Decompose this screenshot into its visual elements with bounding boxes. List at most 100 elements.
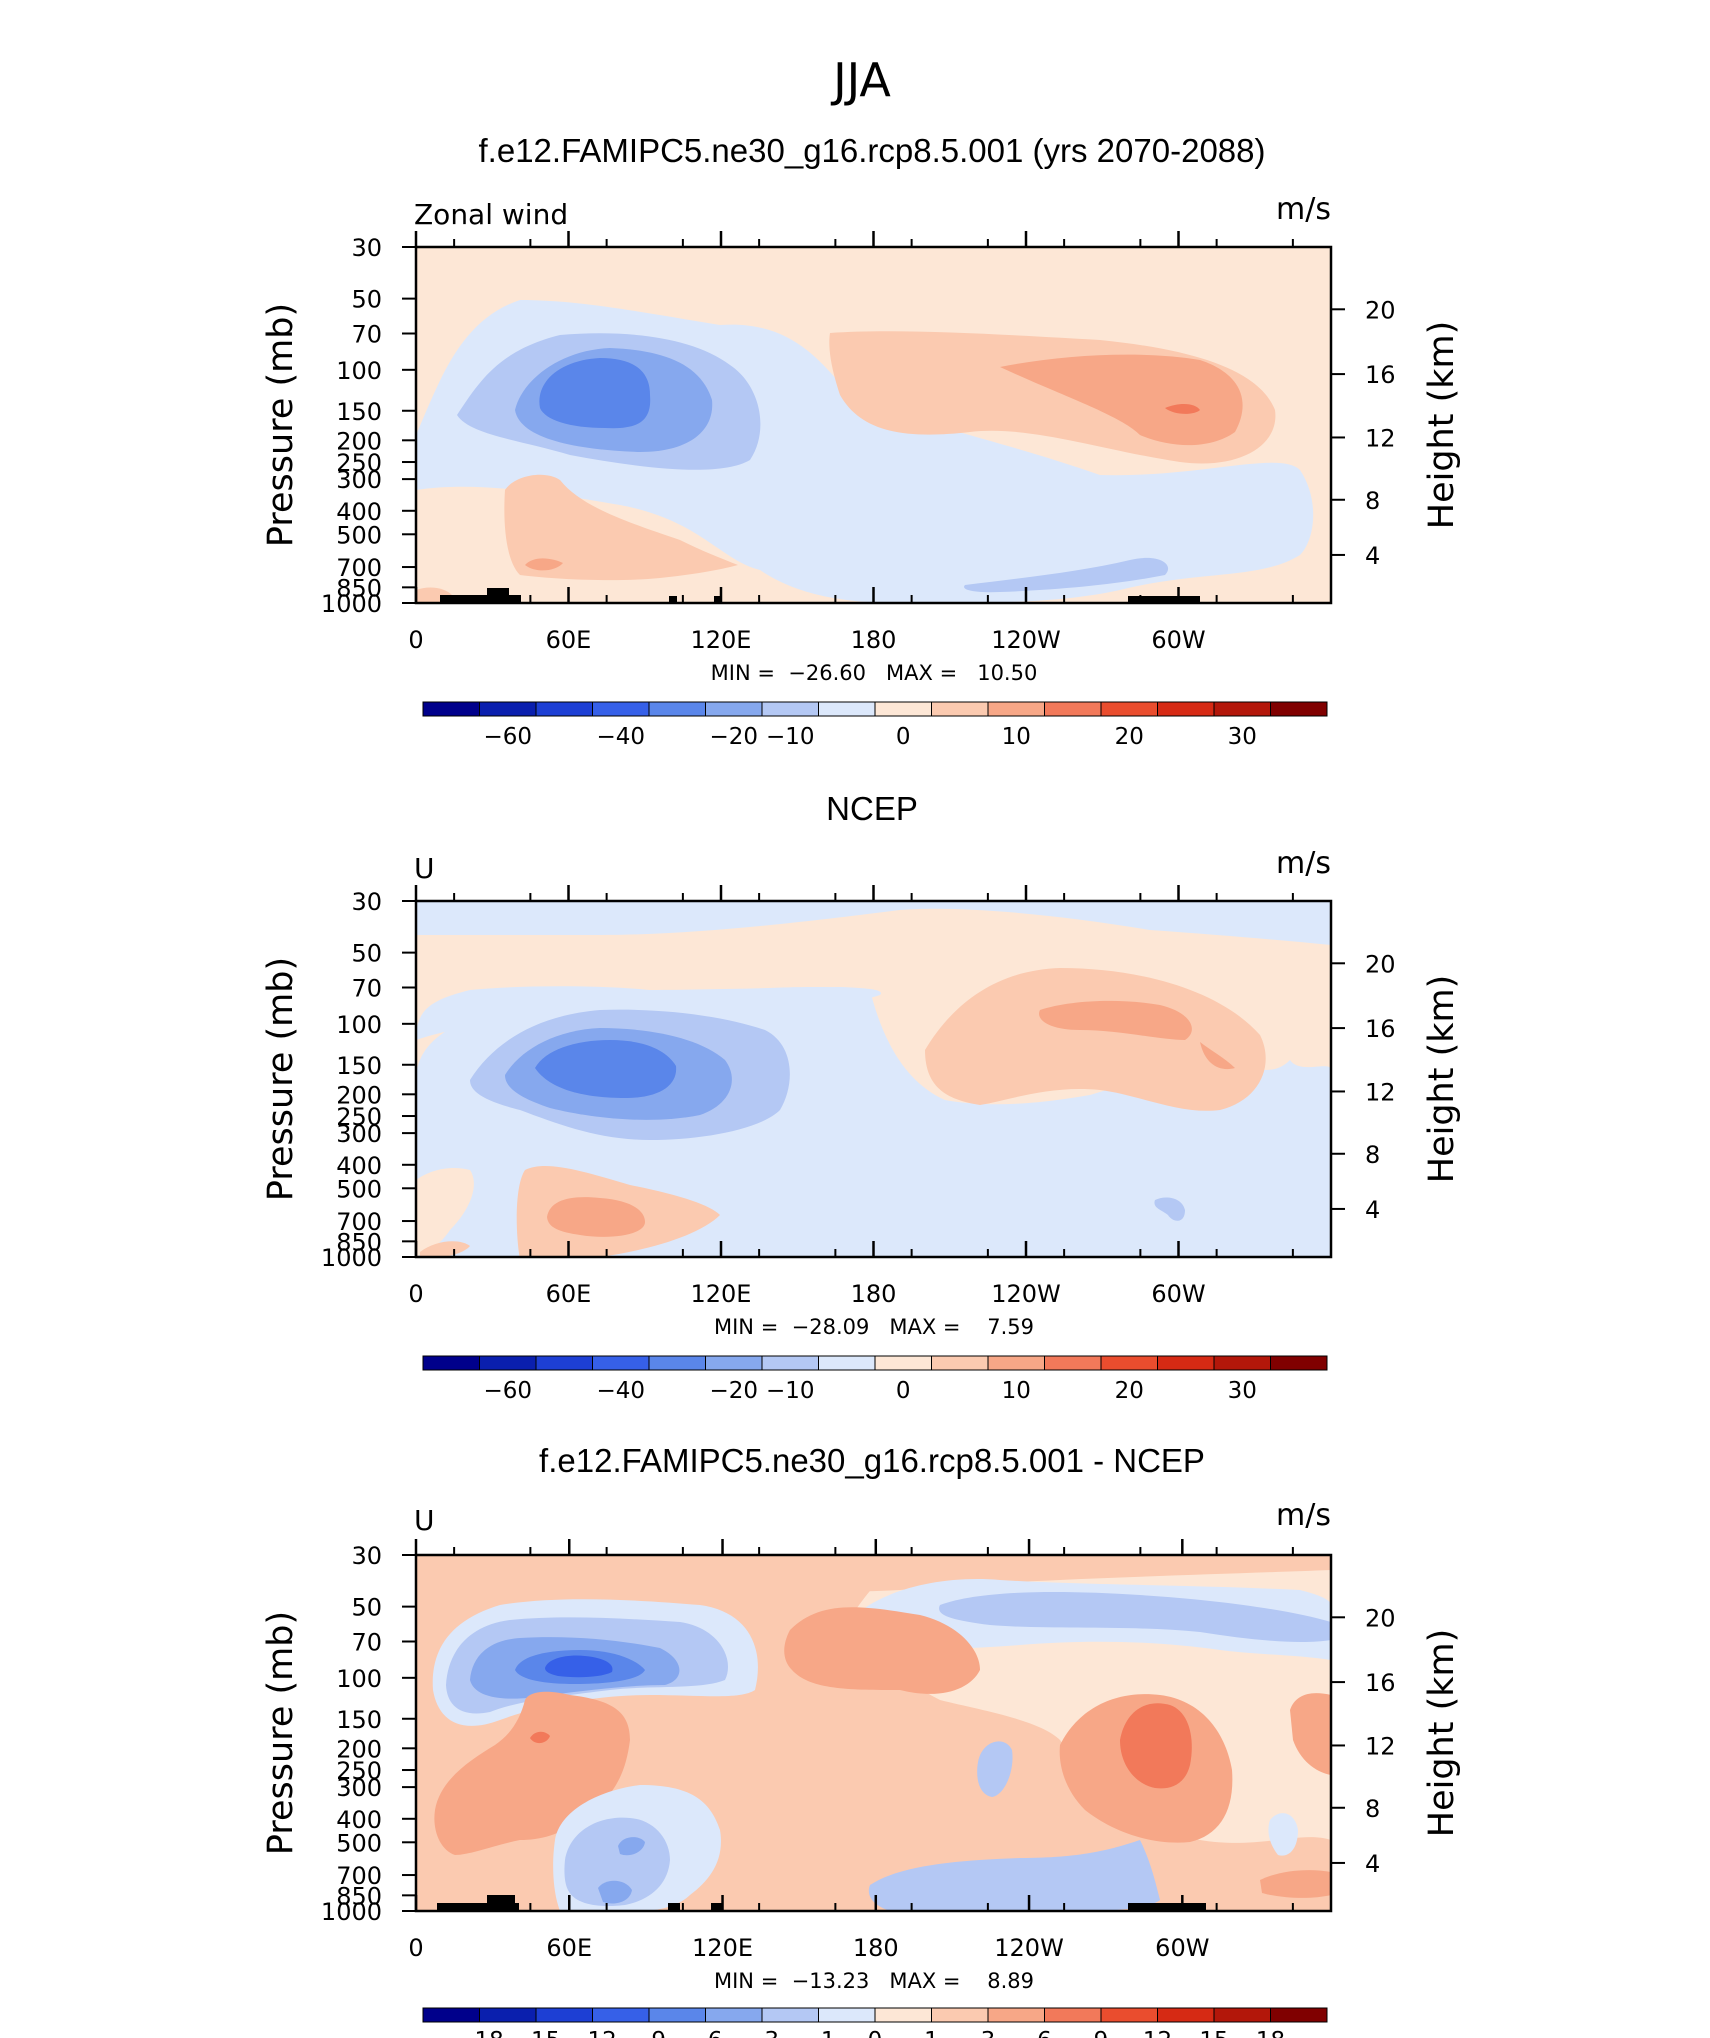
x-tick-label: 120W	[991, 1280, 1061, 1308]
colorbar-label: −60	[483, 1378, 532, 1404]
colorbar-box	[1100, 701, 1158, 717]
colorbar-box	[987, 701, 1045, 717]
colorbar-label: 20	[1115, 724, 1144, 750]
panel-2-contours	[416, 901, 1331, 1257]
height-tick-label: 4	[1365, 542, 1380, 570]
panel-3-contour-pos-west-core	[530, 1731, 550, 1744]
colorbar-box	[761, 701, 819, 717]
x-tick-label: 180	[851, 1280, 897, 1308]
colorbar-label: 0	[868, 2028, 883, 2038]
colorbar-box	[422, 1355, 480, 1371]
colorbar-box	[931, 2007, 989, 2023]
panel-1-contour-pos3	[1165, 404, 1200, 414]
colorbar-box	[592, 1355, 650, 1371]
y-tick-label: 50	[351, 1594, 382, 1622]
panel-2-contour-pos1	[925, 968, 1266, 1111]
panel-3-contour-pos-surface-east	[1260, 1870, 1331, 1898]
y-tick-label: 200	[336, 427, 382, 455]
panel-1-contour-pos2	[1000, 354, 1243, 446]
colorbar-label: −40	[596, 724, 645, 750]
panel-3-contour-neg-east2	[1268, 1813, 1298, 1856]
colorbar-box	[1213, 2007, 1271, 2023]
colorbar-box	[1270, 2007, 1328, 2023]
y-tick-label: 1000	[321, 1898, 382, 1926]
panel-2-contour-surface-pos	[420, 1241, 470, 1257]
colorbar-label: −10	[766, 724, 815, 750]
panel-1-ylabel: Pressure (mb)	[261, 303, 301, 547]
colorbar-label: 15	[1199, 2028, 1228, 2038]
colorbar-box	[1100, 2007, 1158, 2023]
x-tick-label: 60E	[546, 626, 592, 654]
height-tick-label: 4	[1365, 1850, 1380, 1878]
colorbar-box	[535, 2007, 593, 2023]
y-tick-label: 400	[336, 498, 382, 526]
y-tick-label: 70	[351, 975, 382, 1003]
colorbar-label: −12	[568, 2028, 617, 2038]
colorbar-box	[761, 1355, 819, 1371]
y-tick-label: 700	[336, 1208, 382, 1236]
colorbar-box	[479, 1355, 537, 1371]
x-tick-label: 180	[851, 626, 897, 654]
y-tick-label: 30	[351, 234, 382, 262]
colorbar-box	[1157, 1355, 1215, 1371]
x-tick-label: 60W	[1155, 1934, 1209, 1962]
panel-1-var-label: Zonal wind	[414, 198, 568, 231]
colorbar-label: −9	[632, 2028, 666, 2038]
y-tick-label: 500	[336, 1175, 382, 1203]
x-tick-label: 120W	[994, 1934, 1064, 1962]
colorbar-box	[818, 701, 876, 717]
colorbar-box	[422, 2007, 480, 2023]
colorbar-label: 10	[1002, 724, 1031, 750]
colorbar-box	[1044, 701, 1102, 717]
y-tick-label: 200	[336, 1735, 382, 1763]
panel-3-contour-neg-lower4	[598, 1880, 632, 1904]
colorbar-box	[1270, 1355, 1328, 1371]
panel-1-height-ticks: 20 16 12 8 4	[1331, 296, 1396, 570]
colorbar-box	[931, 701, 989, 717]
y-tick-label: 50	[351, 286, 382, 314]
panel-1-title: f.e12.FAMIPC5.ne30_g16.rcp8.5.001 (yrs 2…	[479, 132, 1266, 169]
panel-1-ylabel-right: Height (km)	[1422, 321, 1462, 530]
panel-1-contour-pos-lower-core	[525, 558, 563, 571]
colorbar-label: 6	[1037, 2028, 1052, 2038]
panel-2-minmax: MIN = −28.09 MAX = 7.59	[714, 1315, 1034, 1339]
colorbar-label: 30	[1228, 1378, 1257, 1404]
colorbar-box	[479, 2007, 537, 2023]
height-tick-label: 16	[1365, 1015, 1396, 1043]
x-tick-label: 0	[408, 1280, 423, 1308]
x-tick-label: 60W	[1151, 626, 1205, 654]
panel-2-contour-pos2-b	[1200, 1042, 1235, 1070]
colorbar-label: 0	[896, 1378, 911, 1404]
colorbar-label: −10	[766, 1378, 815, 1404]
colorbar-label: −20	[709, 724, 758, 750]
panel-2-colorbar: −60 −40 −20 −10 0 10 20 30	[422, 1355, 1328, 1404]
y-tick-label: 400	[336, 1152, 382, 1180]
y-tick-label: 70	[351, 1629, 382, 1657]
panel-3-ylabel-right: Height (km)	[1422, 1629, 1462, 1838]
y-tick-label: 300	[336, 1774, 382, 1802]
y-tick-label: 1000	[321, 590, 382, 618]
panel-3-topography	[437, 1895, 1206, 1911]
panel-3-title: f.e12.FAMIPC5.ne30_g16.rcp8.5.001 - NCEP	[539, 1442, 1205, 1479]
panel-3-contour-neg1-upper	[939, 1592, 1331, 1643]
panel-2-contour-pos-lower-core	[547, 1197, 645, 1237]
colorbar-box	[987, 2007, 1045, 2023]
y-tick-label: 850	[336, 574, 382, 602]
panel-2-units: m/s	[1276, 846, 1331, 881]
colorbar-label: −6	[689, 2028, 723, 2038]
y-tick-label: 200	[336, 1081, 382, 1109]
colorbar-box	[874, 1355, 932, 1371]
colorbar-label: −3	[745, 2028, 779, 2038]
panel-3-contour-neg-mid-east	[977, 1741, 1013, 1797]
height-tick-label: 20	[1365, 1604, 1396, 1632]
colorbar-box	[479, 701, 537, 717]
colorbar-box	[1044, 2007, 1102, 2023]
panel-1-colorbar: −60 −40 −20 −10 0 10 20 30	[422, 701, 1328, 750]
panel-3-height-ticks: 20 16 12 8 4	[1331, 1604, 1396, 1878]
panel-1-x-ticks: 0 60E 120E 180 120W 60W	[408, 231, 1294, 654]
y-tick-label: 500	[336, 521, 382, 549]
colorbar-label: 20	[1115, 1378, 1144, 1404]
